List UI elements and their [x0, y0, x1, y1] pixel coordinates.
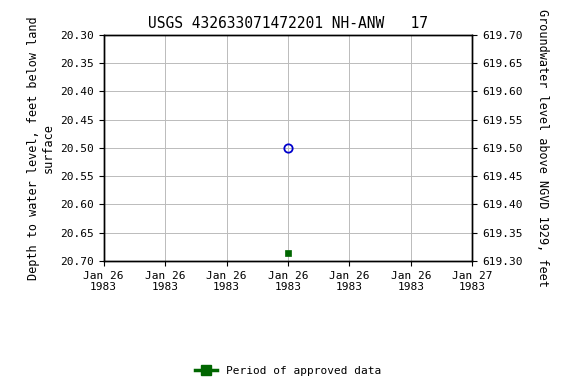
Y-axis label: Groundwater level above NGVD 1929, feet: Groundwater level above NGVD 1929, feet — [536, 9, 550, 287]
Title: USGS 432633071472201 NH-ANW   17: USGS 432633071472201 NH-ANW 17 — [148, 16, 428, 31]
Legend: Period of approved data: Period of approved data — [191, 362, 385, 381]
Y-axis label: Depth to water level, feet below land
surface: Depth to water level, feet below land su… — [26, 16, 55, 280]
